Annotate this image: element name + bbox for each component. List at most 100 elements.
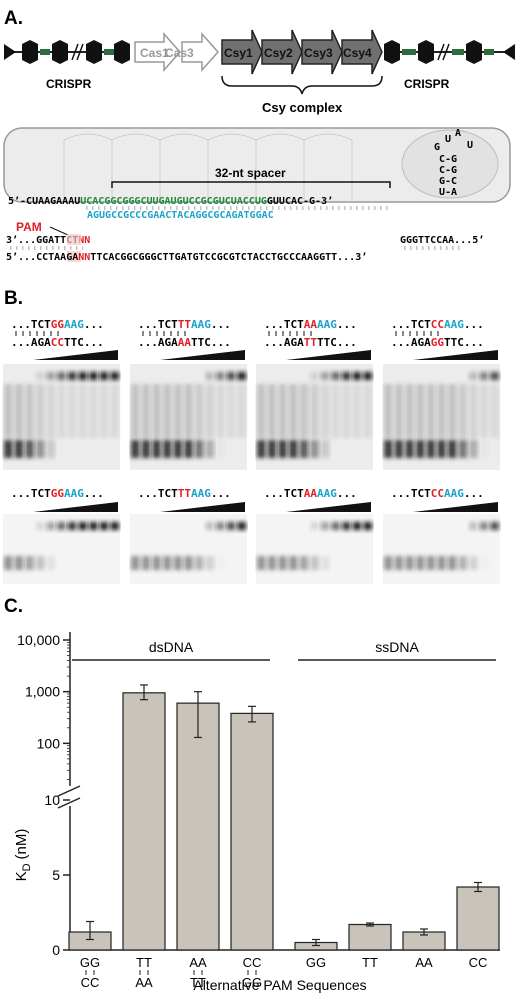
bottom-strand: 3’...GGATTCTNN (6, 235, 90, 246)
gel-smear (437, 384, 446, 438)
x-tick-label: TT (362, 955, 378, 970)
gel-ss-1: ...TCTTTAAG... (130, 487, 247, 584)
gel-band-bound (490, 372, 499, 380)
repeat-hexagon (418, 40, 434, 64)
gel-band-free (162, 556, 172, 570)
gel-ds-bottom-seq: ...AGAAATTC... (138, 336, 231, 349)
gel-band-bound (216, 522, 225, 530)
gel-smear (458, 384, 468, 438)
x-tick-label: GG (80, 955, 100, 970)
gel-band-free (469, 440, 478, 458)
gel-band-free (310, 556, 319, 570)
spacer-block (104, 49, 114, 55)
gel-band-free (394, 440, 404, 458)
gel-smear (447, 384, 457, 438)
spacer-block (484, 49, 494, 55)
gel-band-free (299, 556, 309, 570)
gel-smear (99, 384, 109, 438)
gel-smear (288, 384, 298, 438)
gel-ds-2: ...TCTAAAAG... ...AGATTTTC... (256, 318, 373, 470)
top-strand: 5’...CCTAAGANNTTCACGGCGGGCTTGATGTCCGCGTC… (6, 252, 367, 263)
svg-text:U: U (467, 140, 473, 151)
repeat-hexagon (466, 40, 482, 64)
gel-band-bound (89, 522, 98, 530)
y-tick-label: 10 (44, 792, 60, 808)
titration-wedge (160, 350, 245, 360)
gel-smear (490, 384, 499, 438)
gel-band-bound (205, 522, 215, 530)
gel-band-free (437, 556, 446, 570)
gel-band-bound (331, 522, 341, 530)
gel-ss-0: ...TCTGGAAG... (3, 487, 120, 584)
gel-band-free (141, 556, 151, 570)
gel-band-free (447, 556, 457, 570)
gel-band-bound (216, 372, 225, 380)
axis-break (57, 797, 81, 809)
svg-text:G-C: G-C (439, 176, 457, 187)
gel-ds-bottom-seq: ...AGATTTTC... (264, 336, 357, 349)
gel-band-free (141, 440, 151, 458)
gel-band-free (257, 556, 266, 570)
gel-ds-top-seq: ...TCTTTAAG... (138, 318, 231, 331)
gel-band-bound (46, 522, 56, 530)
gel-band-free (267, 440, 277, 458)
titration-wedge (33, 350, 118, 360)
gel-band-bound (320, 522, 330, 530)
gel-smear (405, 384, 414, 438)
x-tick-label: TT (136, 955, 152, 970)
gel-band-free (458, 440, 468, 458)
svg-text:A: A (455, 128, 461, 139)
svg-text:C-G: C-G (439, 165, 457, 176)
gel-smear (331, 384, 341, 438)
gel-smear (57, 384, 66, 438)
x-tick-label-bottom: GG (242, 975, 262, 990)
y-tick-label: 0 (52, 942, 60, 958)
gel-band-free (184, 440, 193, 458)
gel-panels: ...TCTGGAAG... ...AGACCTTC... ...TCTTTAAG.… (3, 318, 500, 584)
gel-ds-top-seq: ...TCTCCAAG... (391, 318, 484, 331)
axis-break (57, 785, 81, 797)
spacer-block (402, 49, 416, 55)
gel-smear (110, 384, 119, 438)
gel-band-bound (310, 372, 319, 380)
y-axis-label: KD(nM) (13, 829, 33, 882)
panel-label-b: B. (4, 288, 23, 309)
gel-ds-top-seq: ...TCTAAAAG... (264, 318, 357, 331)
gel-band-bound (479, 372, 489, 380)
gel-band-free (437, 440, 446, 458)
gel-smear (162, 384, 172, 438)
gel-ss-top-seq: ...TCTCCAAG... (391, 487, 484, 500)
gel-band-bound (35, 372, 45, 380)
gel-band-free (4, 440, 13, 458)
gel-smear (426, 384, 436, 438)
gel-smear (141, 384, 151, 438)
spacer-bracket (111, 181, 391, 188)
bar (122, 692, 166, 951)
titration-wedge (413, 502, 498, 512)
gel-smear (257, 384, 266, 438)
gel-band-free (173, 440, 183, 458)
kd-bar-chart: 0 5 10 100 1,000 10,000 KD(nM) dsDNA GG CC TT AA AA T… (13, 632, 500, 993)
repeat-hexagon (22, 40, 38, 64)
gel-smear (310, 384, 319, 438)
gel-band-free (469, 556, 478, 570)
repeat-arrow-right (503, 44, 515, 60)
panel-label-a: A. (4, 8, 23, 29)
gel-band-bound (331, 372, 341, 380)
svg-text:U: U (445, 134, 451, 145)
bar (348, 923, 392, 951)
gel-band-free (4, 556, 13, 570)
gel-band-bound (363, 522, 372, 530)
gel-band-free (25, 440, 34, 458)
titration-wedge (286, 502, 371, 512)
x-tick-label: CC (243, 955, 262, 970)
y-tick-label: 1,000 (25, 684, 60, 700)
gel-ds-top-seq: ...TCTGGAAG... (11, 318, 104, 331)
gel-band-free (405, 440, 414, 458)
repeat-hexagon (114, 40, 130, 64)
gel-smear (14, 384, 24, 438)
gel-ds-3: ...TCTCCAAG... ...AGAGGTTC... (383, 318, 500, 470)
gel-band-free (299, 440, 309, 458)
gel-band-bound (479, 522, 489, 530)
